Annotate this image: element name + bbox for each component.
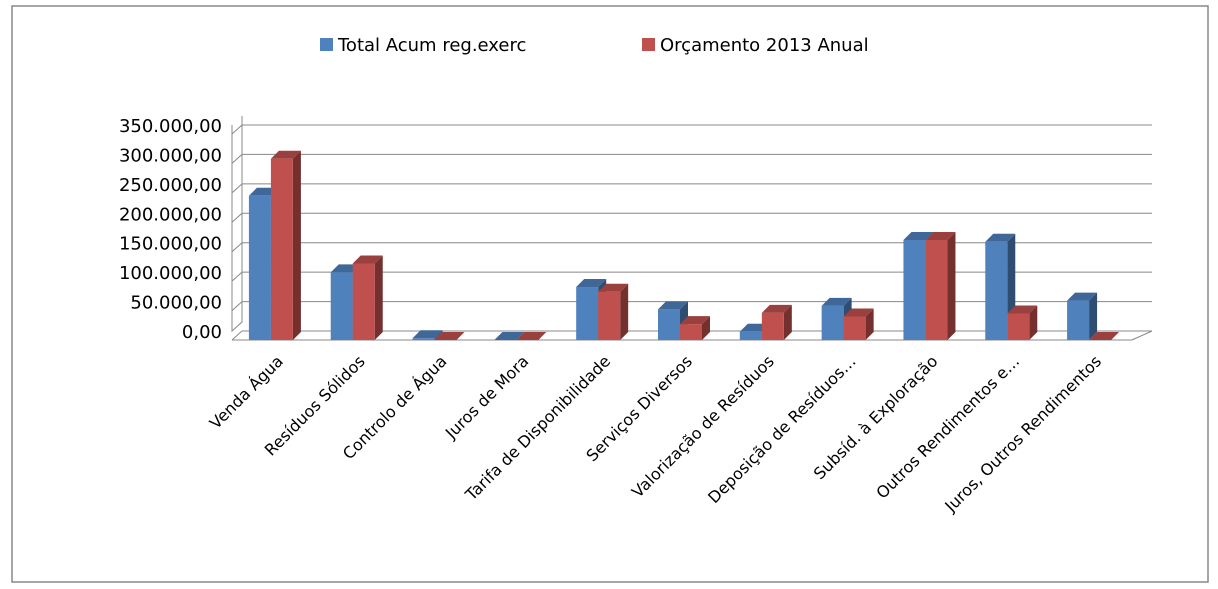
- bar-face: [374, 255, 383, 340]
- bar-face: [680, 324, 702, 340]
- bar: [412, 330, 443, 340]
- bar-face: [494, 332, 525, 340]
- y-tick-label: 0,00: [182, 322, 222, 343]
- bar-face: [761, 304, 792, 313]
- bar-face: [843, 316, 866, 340]
- bar: [843, 308, 874, 340]
- bar-face: [925, 231, 956, 240]
- bar-face: [330, 272, 353, 340]
- bar-face: [516, 332, 547, 340]
- bar-face: [1067, 300, 1090, 340]
- grid-line: [231, 124, 1152, 135]
- bar-face: [620, 283, 629, 340]
- bar-face: [783, 304, 792, 340]
- bar: [1007, 305, 1038, 340]
- bar-face: [352, 255, 383, 264]
- bar: [270, 150, 301, 340]
- bar-face: [1007, 313, 1030, 340]
- y-tick-label: 100.000,00: [119, 263, 222, 284]
- bar: [1089, 332, 1120, 340]
- grid-line: [231, 271, 1152, 282]
- bar-face: [434, 332, 465, 340]
- bar-face: [821, 297, 852, 306]
- bar-face: [352, 263, 375, 340]
- bar-face: [925, 239, 948, 340]
- bar-face: [843, 308, 874, 317]
- y-tick-label: 250.000,00: [119, 175, 222, 196]
- bar: [1067, 292, 1098, 340]
- bar-face: [598, 291, 621, 340]
- bar-face: [761, 312, 784, 340]
- wall-edge: [231, 116, 243, 333]
- legend-swatch: [320, 38, 333, 51]
- bar-face: [903, 239, 926, 340]
- grid-line: [231, 212, 1152, 223]
- bar: [761, 304, 792, 340]
- bar-face: [658, 301, 688, 310]
- grid-line: [231, 153, 1152, 164]
- bar-face: [270, 150, 301, 159]
- bar: [680, 316, 710, 340]
- bar-face: [292, 150, 301, 340]
- bar-face: [1089, 292, 1098, 340]
- floor-edge: [1131, 330, 1153, 341]
- y-tick-label: 150.000,00: [119, 234, 222, 255]
- bar-face: [903, 231, 934, 240]
- bar-face: [576, 287, 599, 340]
- bar-face: [598, 283, 629, 292]
- bar-face: [865, 308, 874, 340]
- bar: [516, 332, 547, 340]
- bar-face: [1089, 332, 1120, 340]
- bar-face: [412, 338, 435, 340]
- y-tick-label: 350.000,00: [119, 116, 222, 137]
- bar-face: [1007, 305, 1038, 314]
- bar-face: [985, 241, 1008, 340]
- legend-label: Total Acum reg.exerc: [337, 35, 526, 56]
- grid-line: [231, 183, 1152, 194]
- y-tick-label: 200.000,00: [119, 204, 222, 225]
- bar-face: [434, 330, 443, 340]
- bar: [352, 255, 383, 340]
- y-tick-label: 300.000,00: [119, 145, 222, 166]
- bar-face: [680, 316, 710, 325]
- bar-face: [739, 331, 762, 340]
- bar-face: [702, 316, 710, 340]
- bar-face: [1029, 305, 1038, 340]
- bar-face: [576, 279, 607, 288]
- bar-face: [985, 233, 1016, 242]
- bar: [494, 332, 525, 340]
- bar-face: [821, 305, 844, 340]
- legend-label: Orçamento 2013 Anual: [660, 35, 869, 56]
- legend-swatch: [642, 38, 655, 51]
- bar-face: [947, 231, 956, 340]
- bar-face: [412, 330, 443, 339]
- bar-face: [658, 309, 680, 340]
- grid-line: [231, 242, 1152, 253]
- bar: [598, 283, 629, 340]
- bar-face: [1067, 292, 1098, 301]
- bar-face: [248, 195, 271, 340]
- bar: [434, 332, 465, 340]
- bar-face: [270, 158, 293, 340]
- y-tick-label: 50.000,00: [130, 293, 222, 314]
- bar: [925, 231, 956, 340]
